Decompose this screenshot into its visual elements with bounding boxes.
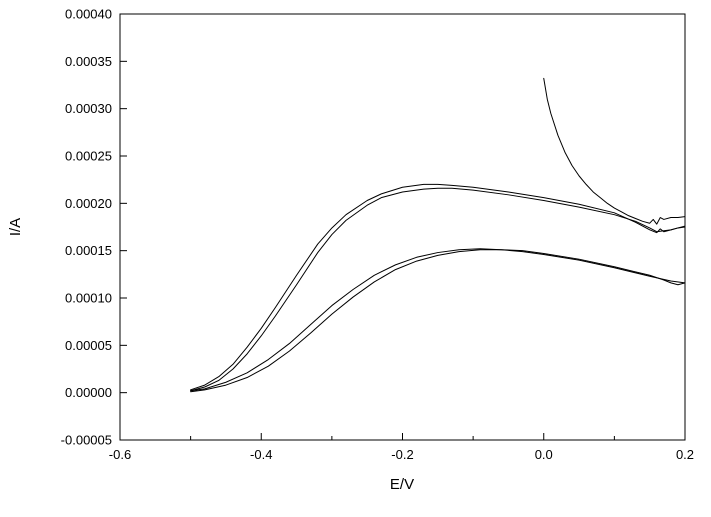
y-tick-label: 0.00005 <box>65 338 112 353</box>
series-line-initial-decay-segment <box>543 77 686 225</box>
y-tick-label: 0.00020 <box>65 196 112 211</box>
x-tick-label: 0.2 <box>676 447 694 462</box>
y-tick-label: 0.00015 <box>65 243 112 258</box>
y-tick-label: 0.00025 <box>65 149 112 164</box>
series-line-upper-loop-return <box>190 187 686 392</box>
series-line-upper-loop-forward <box>190 183 686 391</box>
y-tick-label: 0.00010 <box>65 291 112 306</box>
axes-frame <box>119 13 686 441</box>
y-tick-label: 0.00030 <box>65 101 112 116</box>
chart-dynamic-layer: -0.6 -0.4 -0.2 0.0 0.2 -0.00005 0.00000 0.00005… <box>61 7 694 463</box>
y-axis-label: I/A <box>7 218 24 236</box>
x-tick-label: 0.0 <box>535 447 553 462</box>
y-tick-label: -0.00005 <box>61 433 112 448</box>
y-tick-label: 0.00040 <box>65 7 112 22</box>
series-line-lower-loop-forward <box>190 248 686 392</box>
y-tick-label: 0.00035 <box>65 54 112 69</box>
x-tick-label: -0.6 <box>109 447 131 462</box>
x-tick-label: -0.4 <box>250 447 272 462</box>
series-line-lower-loop-return <box>190 249 686 393</box>
y-tick-label: 0.00000 <box>65 385 112 400</box>
x-tick-label: -0.2 <box>391 447 413 462</box>
x-axis-label: E/V <box>390 476 414 493</box>
